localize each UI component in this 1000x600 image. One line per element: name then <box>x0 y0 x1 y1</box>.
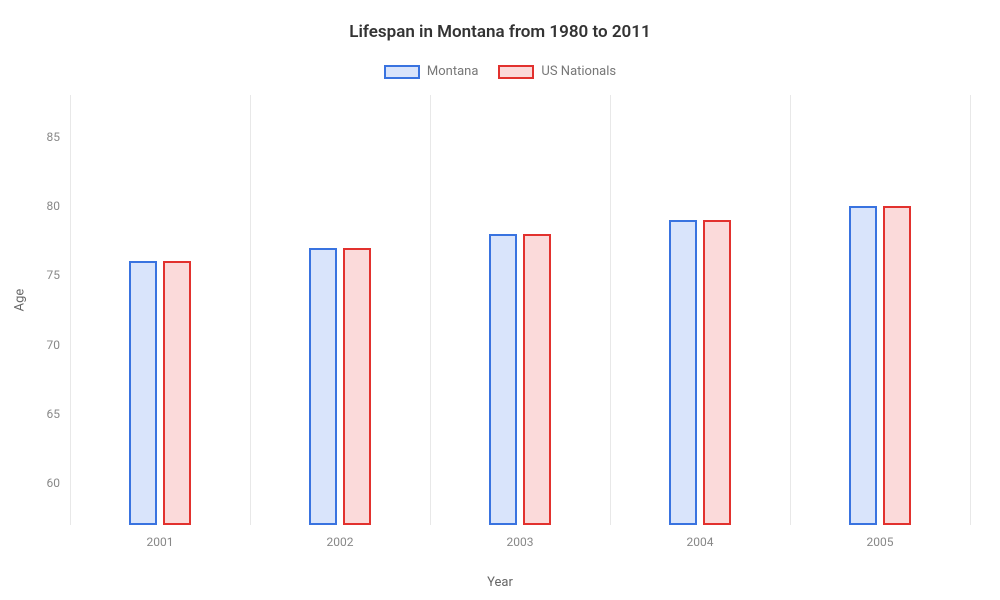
chart-container: Lifespan in Montana from 1980 to 2011 Mo… <box>0 0 1000 600</box>
bar-us-nationals-2003[interactable] <box>523 234 551 525</box>
y-tick-label: 65 <box>47 407 71 421</box>
grid-line <box>70 95 71 525</box>
chart-legend: Montana US Nationals <box>0 64 1000 79</box>
y-axis-label: Age <box>13 289 28 312</box>
x-tick-label: 2003 <box>507 525 534 549</box>
bar-us-nationals-2001[interactable] <box>163 261 191 525</box>
legend-label-montana: Montana <box>427 64 479 79</box>
plot-area: 60657075808520012002200320042005 <box>70 95 970 525</box>
bar-montana-2005[interactable] <box>849 206 877 525</box>
grid-line <box>610 95 611 525</box>
y-tick-label: 60 <box>47 476 71 490</box>
grid-line <box>250 95 251 525</box>
x-tick-label: 2004 <box>687 525 714 549</box>
bar-us-nationals-2005[interactable] <box>883 206 911 525</box>
x-tick-label: 2005 <box>867 525 894 549</box>
y-tick-label: 85 <box>47 130 71 144</box>
y-tick-label: 75 <box>47 268 71 282</box>
bar-montana-2003[interactable] <box>489 234 517 525</box>
bar-us-nationals-2002[interactable] <box>343 248 371 525</box>
y-tick-label: 70 <box>47 338 71 352</box>
x-tick-label: 2001 <box>147 525 174 549</box>
grid-line <box>970 95 971 525</box>
bar-montana-2002[interactable] <box>309 248 337 525</box>
legend-swatch-montana <box>384 65 420 79</box>
bar-us-nationals-2004[interactable] <box>703 220 731 525</box>
chart-title: Lifespan in Montana from 1980 to 2011 <box>0 0 1000 42</box>
grid-line <box>430 95 431 525</box>
x-tick-label: 2002 <box>327 525 354 549</box>
bar-montana-2004[interactable] <box>669 220 697 525</box>
legend-item-montana[interactable]: Montana <box>384 64 479 79</box>
grid-line <box>790 95 791 525</box>
bar-montana-2001[interactable] <box>129 261 157 525</box>
legend-swatch-us-nationals <box>498 65 534 79</box>
x-axis-label: Year <box>487 575 513 590</box>
y-tick-label: 80 <box>47 199 71 213</box>
legend-label-us-nationals: US Nationals <box>541 64 616 79</box>
legend-item-us-nationals[interactable]: US Nationals <box>498 64 616 79</box>
